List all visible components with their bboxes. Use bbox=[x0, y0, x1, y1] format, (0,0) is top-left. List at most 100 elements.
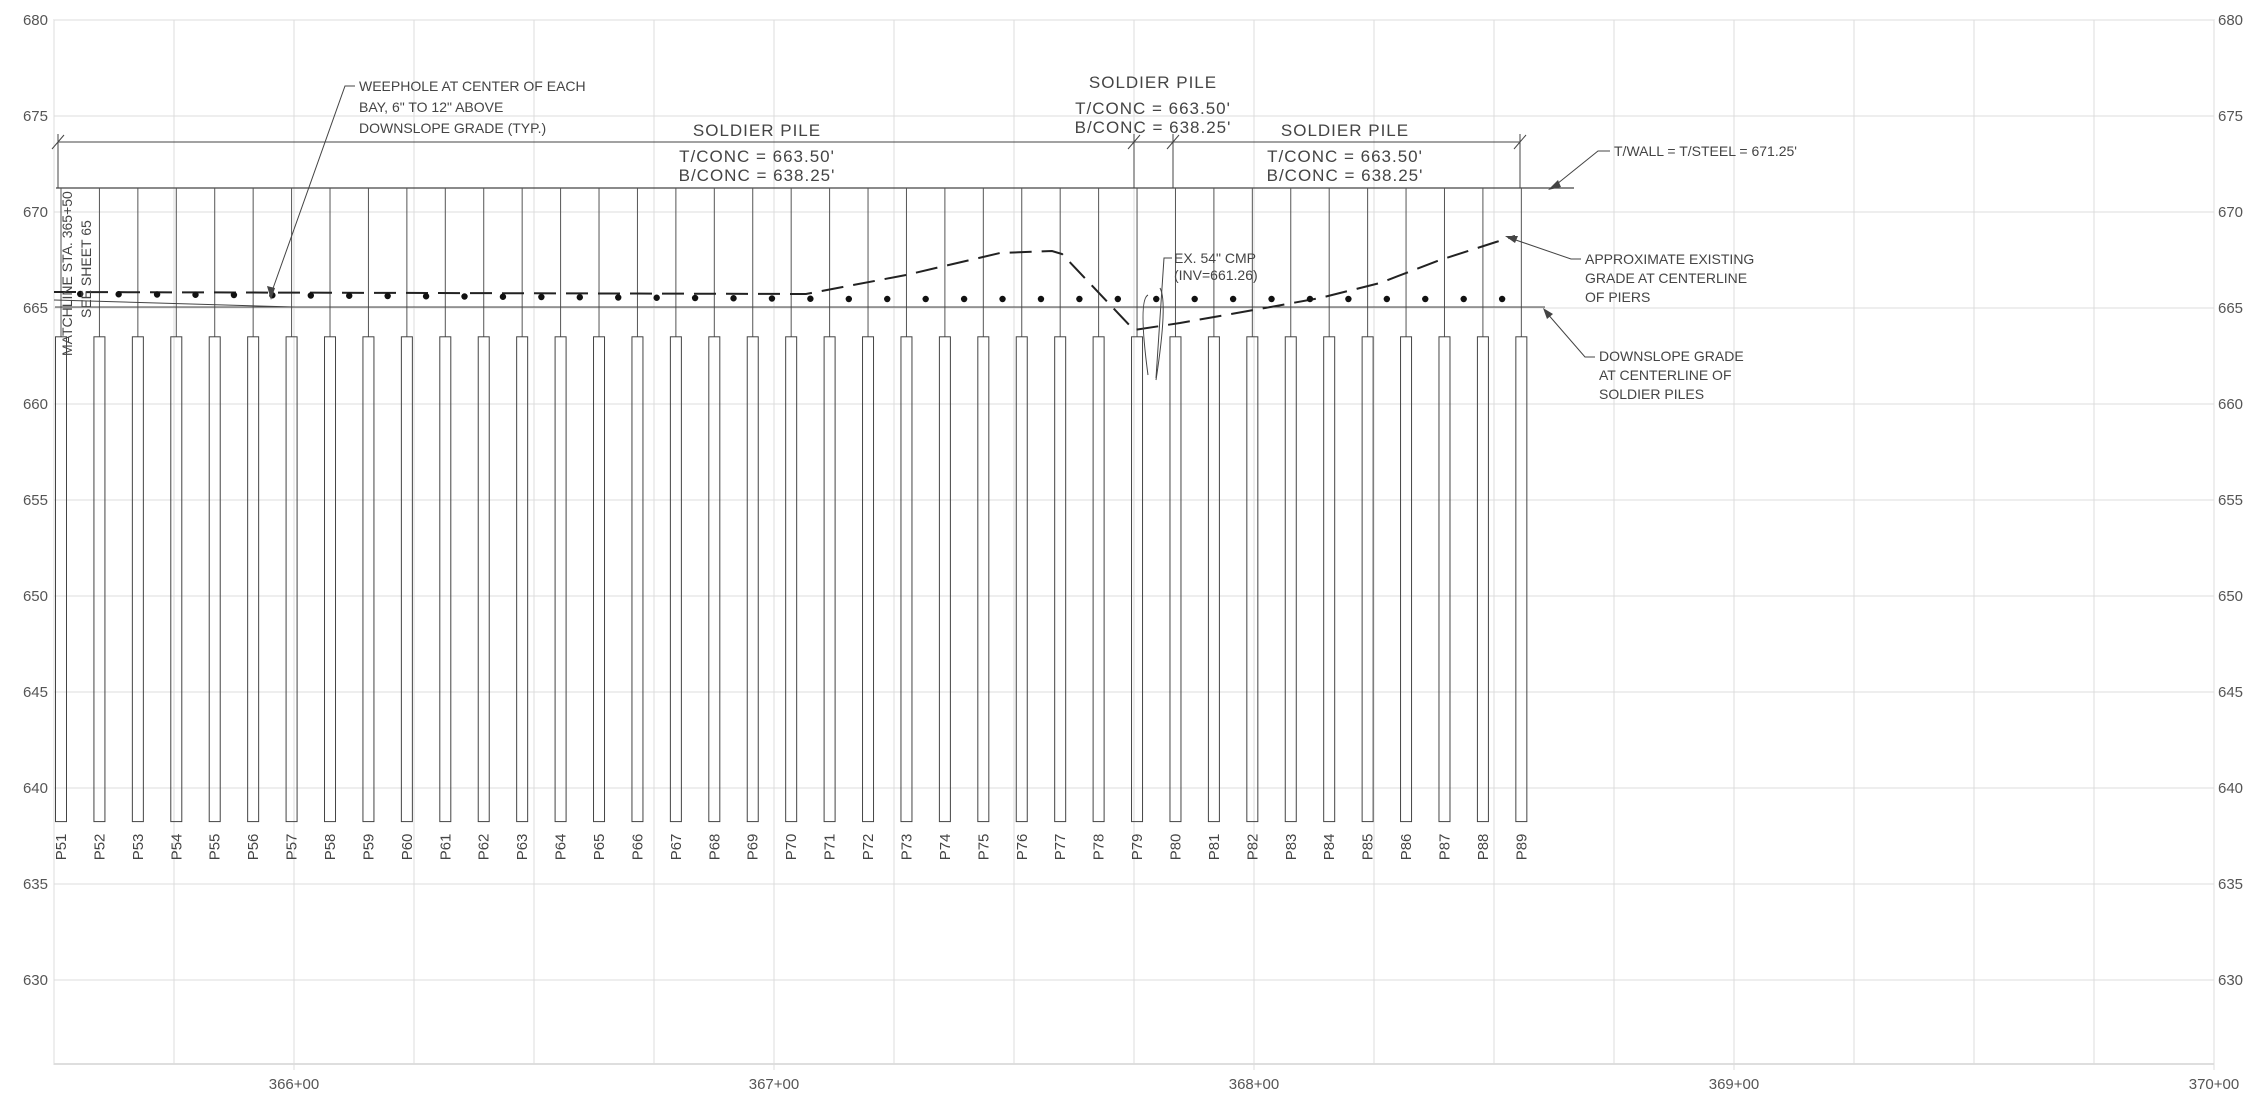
pile-concrete bbox=[1438, 336, 1451, 823]
weephole-dot bbox=[384, 292, 391, 300]
section-3-tconc: T/CONC = 663.50' bbox=[1267, 147, 1423, 166]
cmp-callout: EX. 54" CMP (INV=661.26) bbox=[1142, 250, 1258, 381]
section-3-callout: SOLDIER PILE T/CONC = 663.50' B/CONC = 6… bbox=[1267, 121, 1424, 185]
pile-concrete bbox=[708, 336, 721, 823]
pile-label: P89 bbox=[1513, 834, 1530, 861]
pile-label: P75 bbox=[975, 834, 992, 861]
weephole-dot bbox=[768, 295, 776, 302]
weephole-dot bbox=[576, 294, 584, 301]
station-label: 368+00 bbox=[1229, 1076, 1279, 1093]
weepholes bbox=[77, 290, 1506, 303]
elevation-label-left: 650 bbox=[23, 588, 48, 605]
pile-concrete bbox=[900, 336, 913, 823]
pile-concrete bbox=[1323, 336, 1336, 823]
section-1-bconc: B/CONC = 638.25' bbox=[679, 166, 836, 185]
pile-label: P55 bbox=[207, 834, 224, 861]
weephole-dot bbox=[1037, 295, 1045, 303]
existing-grade-note-1: APPROXIMATE EXISTING bbox=[1585, 251, 1754, 267]
weephole-dot bbox=[1498, 295, 1506, 303]
pile-label: P60 bbox=[399, 834, 416, 861]
cmp-note-1: EX. 54" CMP bbox=[1174, 250, 1256, 266]
pile-label: P65 bbox=[591, 834, 608, 861]
twall-note: T/WALL = T/STEEL = 671.25' bbox=[1614, 143, 1797, 159]
weephole-dot bbox=[1076, 295, 1083, 303]
weephole-dot bbox=[999, 295, 1006, 303]
pile-label: P56 bbox=[245, 834, 262, 861]
pile-concrete bbox=[1400, 336, 1413, 823]
elevation-label-right: 635 bbox=[2218, 876, 2243, 893]
section-1-tconc: T/CONC = 663.50' bbox=[679, 147, 835, 166]
pile-concrete bbox=[1092, 336, 1105, 823]
pile-label: P59 bbox=[360, 834, 377, 861]
pile-concrete bbox=[324, 336, 337, 823]
section-3-title: SOLDIER PILE bbox=[1281, 121, 1409, 140]
pile-concrete bbox=[362, 336, 375, 823]
pile-concrete bbox=[1246, 336, 1259, 823]
pile-label: P83 bbox=[1283, 834, 1300, 861]
elevation-label-left: 665 bbox=[23, 300, 48, 317]
existing-grade-line bbox=[53, 235, 1516, 332]
weephole-dot bbox=[653, 294, 660, 301]
elevation-label-right: 645 bbox=[2218, 684, 2243, 701]
pile-label: P80 bbox=[1167, 834, 1184, 861]
elevation-label-left: 680 bbox=[23, 12, 48, 29]
pile-label: P62 bbox=[476, 834, 493, 861]
station-label: 370+00 bbox=[2189, 1076, 2239, 1093]
elevation-label-left: 645 bbox=[23, 684, 48, 701]
matchline-text-1: MATCHLINE STA. 365+50 bbox=[59, 191, 75, 356]
pile-label: P76 bbox=[1014, 834, 1031, 861]
weephole-dot bbox=[77, 290, 84, 298]
weephole-dot bbox=[1422, 295, 1429, 303]
elevation-label-right: 665 bbox=[2218, 300, 2243, 317]
pile-label: P71 bbox=[822, 834, 839, 861]
downslope-note-1: DOWNSLOPE GRADE bbox=[1599, 348, 1744, 364]
pile-label: P54 bbox=[168, 834, 185, 861]
pile-label: P84 bbox=[1321, 834, 1338, 861]
pile-label: P53 bbox=[130, 834, 147, 861]
section-3-bconc: B/CONC = 638.25' bbox=[1267, 166, 1424, 185]
pile-concrete bbox=[1207, 336, 1220, 823]
pile-label: P67 bbox=[668, 834, 685, 861]
soldier-piles: P51 P52 P53 P54 P55 P56 P57 P58 P59 P60 P61 P62 P63 P… bbox=[53, 187, 1574, 861]
elevation-label-left: 640 bbox=[23, 780, 48, 797]
pile-concrete bbox=[593, 336, 606, 823]
pile-concrete bbox=[285, 336, 298, 823]
elevation-label-right: 670 bbox=[2218, 204, 2243, 221]
pile-concrete bbox=[1361, 336, 1374, 823]
matchline-text-2: SEE SHEET 65 bbox=[78, 220, 94, 318]
downslope-grade-line bbox=[53, 299, 1545, 308]
pile-label: P72 bbox=[860, 834, 877, 861]
pile-concrete bbox=[631, 336, 644, 823]
section-2-bconc: B/CONC = 638.25' bbox=[1075, 118, 1232, 137]
pile-concrete bbox=[55, 336, 67, 823]
weephole-dot bbox=[1191, 295, 1198, 303]
pile-concrete bbox=[1515, 336, 1528, 823]
pile-label: P68 bbox=[706, 834, 723, 861]
pile-concrete bbox=[1476, 336, 1489, 823]
pile-label: P87 bbox=[1436, 834, 1453, 861]
section-2-callout: SOLDIER PILE T/CONC = 663.50' B/CONC = 6… bbox=[1075, 73, 1232, 137]
grid bbox=[53, 19, 2215, 1065]
pile-concrete bbox=[669, 336, 682, 823]
axes: 680 680 675 675 670 670 665 665 660 660 655 655 650 6… bbox=[23, 12, 2243, 1093]
cmp-note-2: (INV=661.26) bbox=[1174, 267, 1258, 283]
weephole-dot bbox=[1153, 295, 1160, 303]
twall-callout: T/WALL = T/STEEL = 671.25' bbox=[1548, 143, 1797, 190]
elevation-label-left: 630 bbox=[23, 972, 48, 989]
weephole-dot bbox=[499, 293, 507, 300]
weephole-dot bbox=[1229, 295, 1237, 303]
pile-concrete bbox=[170, 336, 183, 823]
pile-label: P63 bbox=[514, 834, 531, 861]
pile-label: P74 bbox=[937, 834, 954, 861]
weephole-dot bbox=[115, 291, 122, 298]
pile-concrete bbox=[477, 336, 490, 823]
section-2-tconc: T/CONC = 663.50' bbox=[1075, 99, 1231, 118]
pile-concrete bbox=[247, 336, 260, 823]
elevation-label-left: 660 bbox=[23, 396, 48, 413]
weephole-dot bbox=[884, 295, 891, 303]
existing-grade-callout: APPROXIMATE EXISTING GRADE AT CENTERLINE… bbox=[1505, 236, 1754, 305]
weephole-dot bbox=[1383, 295, 1391, 303]
pile-label: P51 bbox=[53, 834, 70, 861]
existing-grade-note-3: OF PIERS bbox=[1585, 289, 1650, 305]
